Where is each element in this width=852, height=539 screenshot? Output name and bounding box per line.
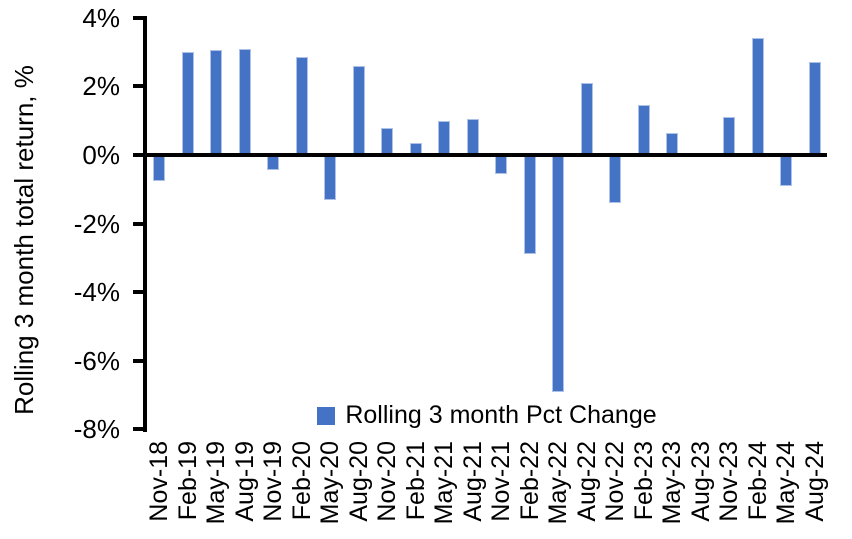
x-label-nov-23: Nov-23 bbox=[715, 441, 744, 522]
x-label-feb-19: Feb-19 bbox=[173, 441, 202, 521]
x-label-may-24: May-24 bbox=[772, 441, 801, 525]
x-label-may-21: May-21 bbox=[430, 441, 459, 525]
y-tick-label: 2% bbox=[82, 71, 120, 102]
bar-feb-20 bbox=[295, 57, 308, 155]
x-label-may-23: May-23 bbox=[658, 441, 687, 525]
bar-feb-24 bbox=[751, 38, 764, 155]
bar-nov-21 bbox=[495, 155, 508, 174]
bar-aug-21 bbox=[466, 118, 479, 155]
x-label-nov-20: Nov-20 bbox=[373, 441, 402, 522]
legend: Rolling 3 month Pct Change bbox=[145, 401, 829, 430]
x-label-feb-24: Feb-24 bbox=[743, 441, 772, 521]
y-tick-mark bbox=[133, 153, 146, 157]
bar-may-23 bbox=[666, 132, 679, 155]
x-axis-zero-line bbox=[143, 153, 827, 157]
y-tick-mark bbox=[133, 427, 146, 432]
x-label-may-22: May-22 bbox=[544, 441, 573, 525]
legend-label: Rolling 3 month Pct Change bbox=[345, 401, 657, 429]
y-tick-mark bbox=[133, 358, 146, 363]
bar-aug-19 bbox=[238, 48, 251, 155]
bar-nov-19 bbox=[267, 155, 280, 171]
x-label-aug-24: Aug-24 bbox=[800, 441, 829, 522]
x-label-feb-21: Feb-21 bbox=[401, 441, 430, 521]
y-tick-label: -6% bbox=[73, 345, 120, 376]
bar-aug-24 bbox=[808, 62, 821, 155]
bar-feb-23 bbox=[637, 105, 650, 155]
y-tick-label: 4% bbox=[82, 2, 120, 33]
bar-nov-22 bbox=[609, 155, 622, 204]
x-label-nov-21: Nov-21 bbox=[487, 441, 516, 522]
bar-may-21 bbox=[438, 120, 451, 155]
y-tick-mark bbox=[133, 15, 146, 20]
x-label-may-20: May-20 bbox=[316, 441, 345, 525]
x-label-aug-19: Aug-19 bbox=[230, 441, 259, 522]
x-label-nov-19: Nov-19 bbox=[259, 441, 288, 522]
y-axis-line bbox=[143, 16, 147, 432]
y-tick-label: -4% bbox=[73, 277, 120, 308]
x-label-feb-22: Feb-22 bbox=[515, 441, 544, 521]
x-label-may-19: May-19 bbox=[202, 441, 231, 525]
bar-feb-22 bbox=[523, 155, 536, 255]
bar-nov-20 bbox=[381, 127, 394, 155]
x-label-aug-22: Aug-22 bbox=[572, 441, 601, 522]
x-label-aug-23: Aug-23 bbox=[686, 441, 715, 522]
y-tick-label: -8% bbox=[73, 414, 120, 445]
x-label-aug-20: Aug-20 bbox=[344, 441, 373, 522]
bar-nov-18 bbox=[153, 155, 166, 181]
bar-aug-20 bbox=[352, 65, 365, 155]
y-tick-mark bbox=[133, 221, 146, 226]
y-tick-mark bbox=[133, 290, 146, 295]
bar-may-22 bbox=[552, 155, 565, 392]
legend-swatch-icon bbox=[317, 406, 336, 425]
bar-aug-22 bbox=[580, 82, 593, 155]
x-label-aug-21: Aug-21 bbox=[458, 441, 487, 522]
bar-may-20 bbox=[324, 155, 337, 200]
bar-may-24 bbox=[780, 155, 793, 186]
bar-feb-19 bbox=[181, 52, 194, 155]
x-label-nov-18: Nov-18 bbox=[145, 441, 174, 522]
y-tick-mark bbox=[133, 84, 146, 89]
y-tick-label: 0% bbox=[82, 140, 120, 170]
y-tick-label: -2% bbox=[73, 208, 120, 239]
x-label-feb-23: Feb-23 bbox=[629, 441, 658, 521]
bar-may-19 bbox=[210, 50, 223, 155]
x-label-nov-22: Nov-22 bbox=[601, 441, 630, 522]
x-label-feb-20: Feb-20 bbox=[287, 441, 316, 521]
bar-nov-23 bbox=[723, 117, 736, 155]
